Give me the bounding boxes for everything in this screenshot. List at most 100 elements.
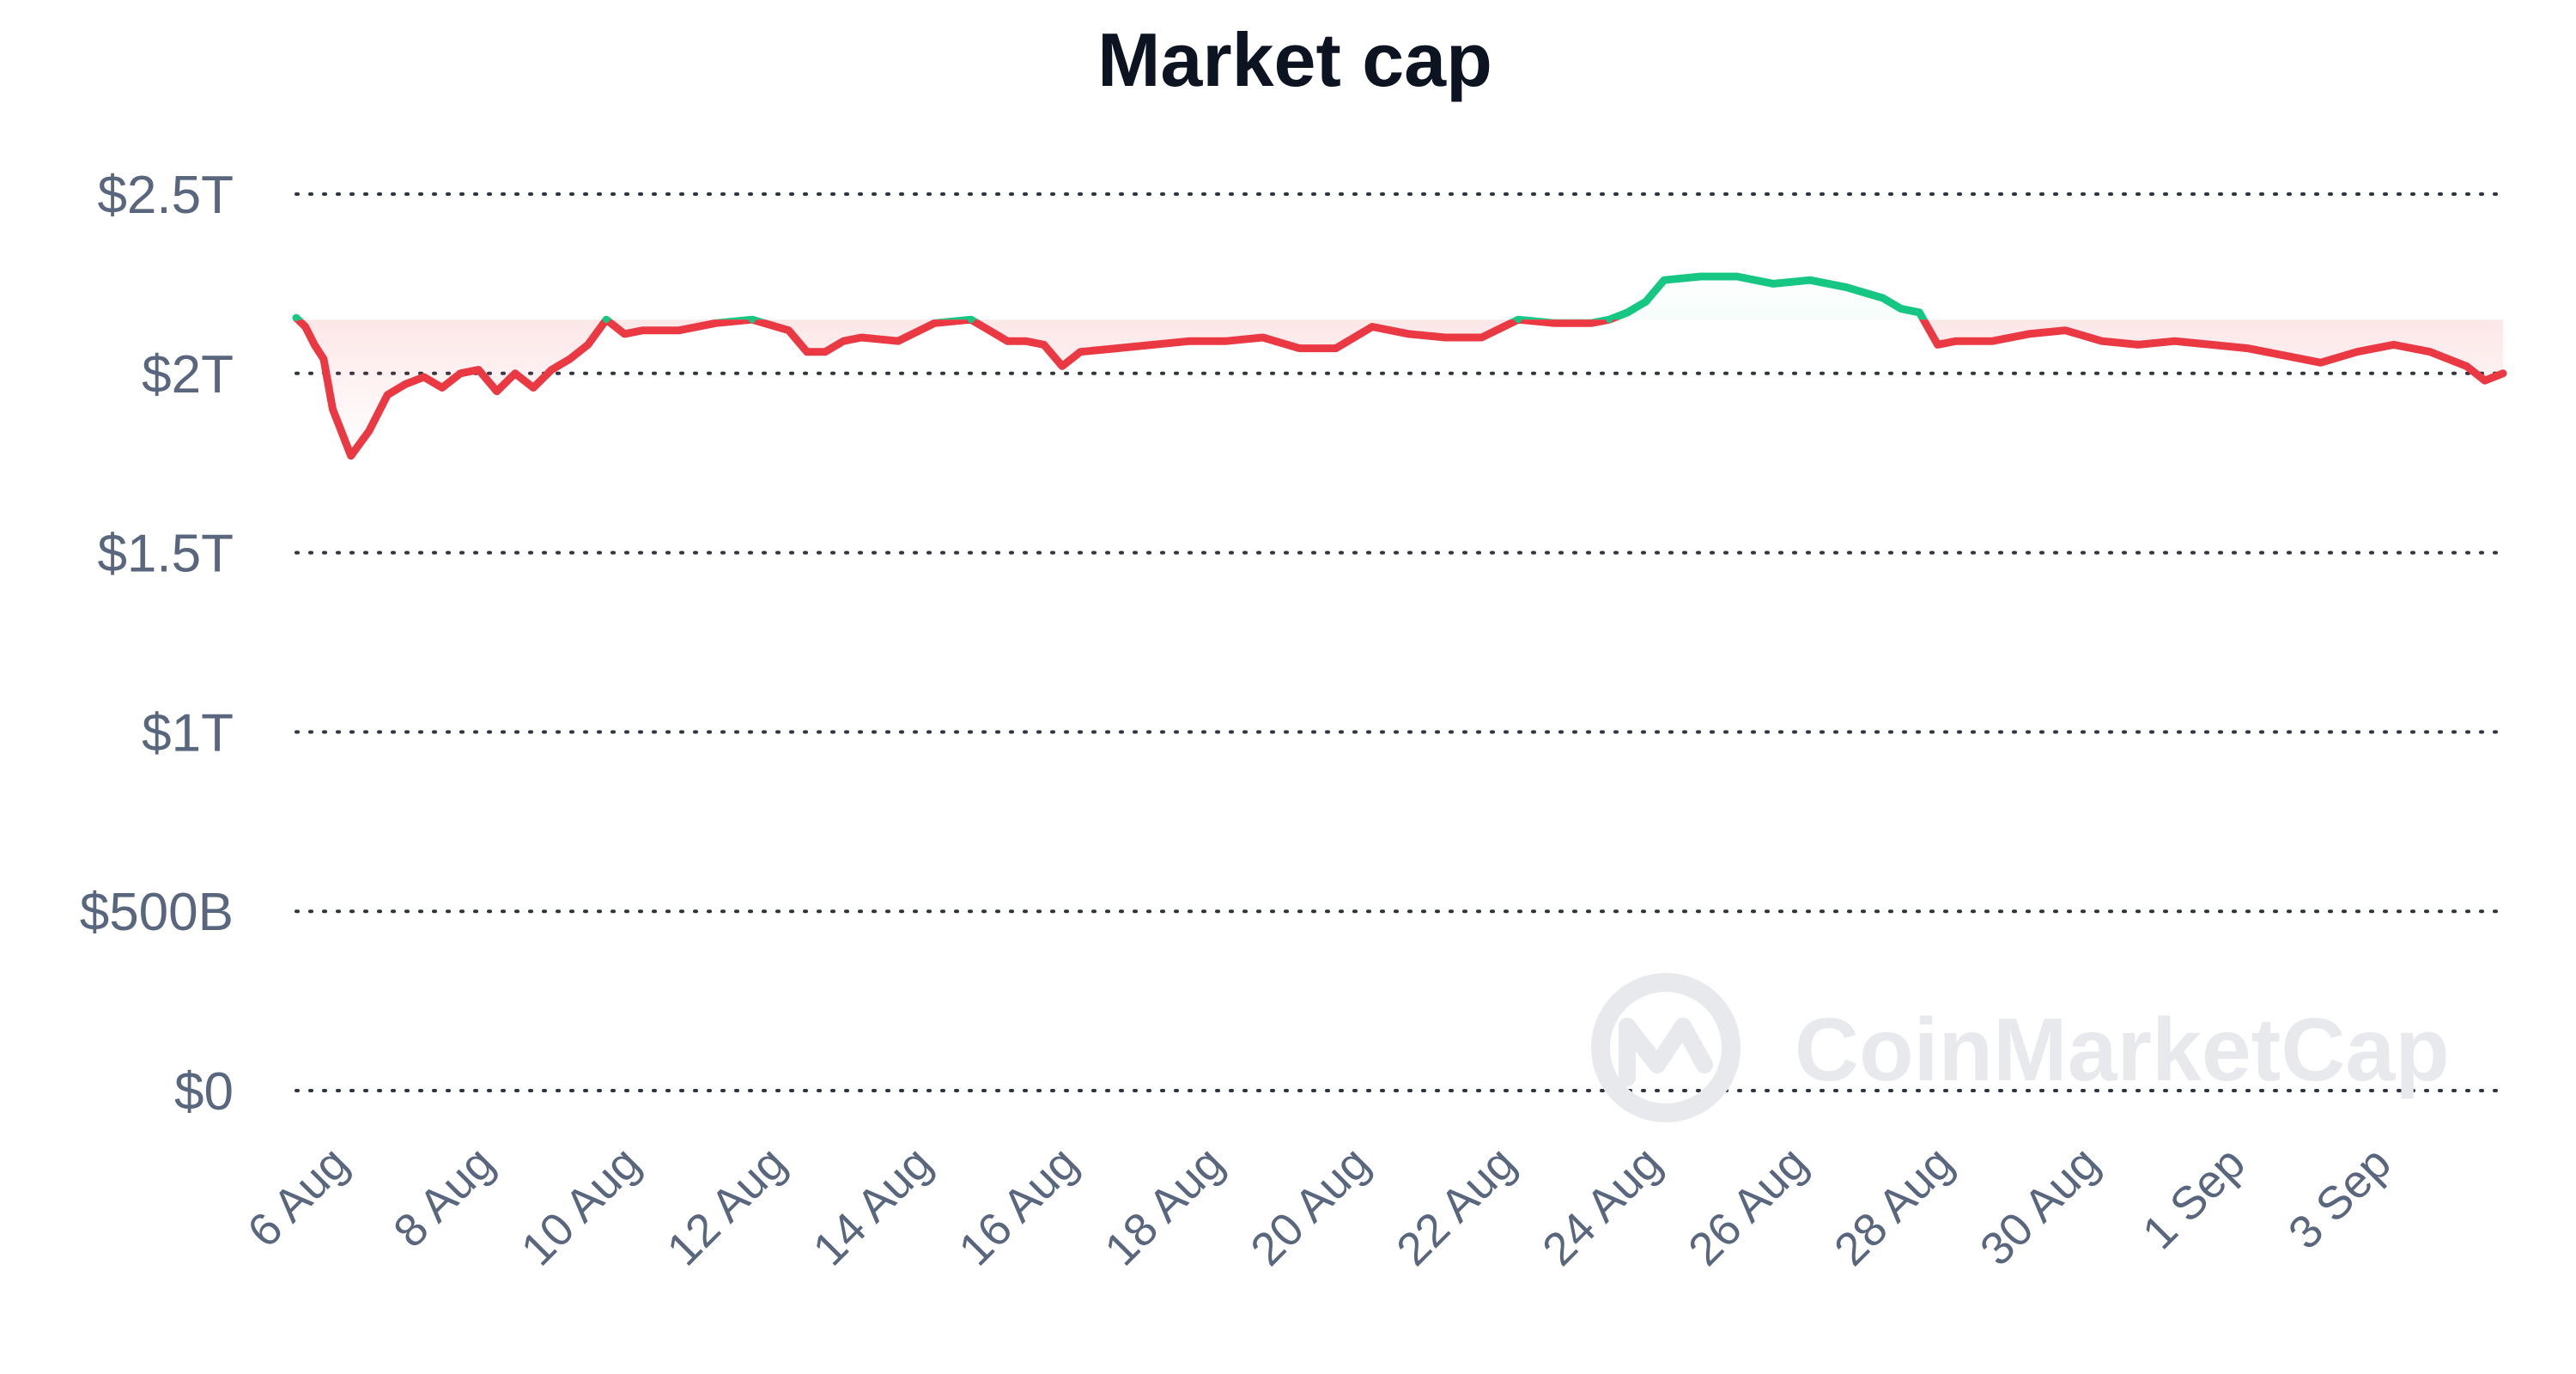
data-point [2025,330,2032,337]
x-tick-label: 1 Sep [2133,1137,2255,1259]
y-tick-label: $1T [142,703,234,763]
data-point [329,405,337,413]
data-point [2500,369,2506,377]
x-tick-label: 3 Sep [2279,1137,2401,1259]
data-point [1059,362,1066,370]
data-point [1186,337,1194,345]
data-point [293,314,300,322]
data-point [548,366,556,374]
x-tick-label: 20 Aug [1241,1137,1379,1275]
data-point [1259,334,1267,342]
y-tick-label: $500B [80,883,234,942]
data-point [475,366,483,374]
data-point [438,384,446,392]
data-point [1624,308,1631,316]
data-point [511,369,519,377]
data-point [603,316,611,324]
data-point [1660,277,1668,284]
data-point [1697,273,1704,281]
data-point [2281,351,2288,359]
data-point [1916,308,1923,316]
x-tick-label: 6 Aug [238,1137,358,1257]
data-point [493,387,501,395]
data-point [402,380,410,388]
data-point [2463,362,2470,370]
data-point [420,373,428,380]
data-point [566,356,574,363]
series-area-fill [296,277,2503,456]
data-point [530,384,538,392]
data-point [1478,334,1485,342]
data-point [2354,348,2361,356]
x-tick-label: 18 Aug [1095,1137,1233,1275]
coinmarketcap-logo-icon [1591,973,1741,1122]
y-tick-label: $1.5T [97,525,234,584]
data-point [1733,273,1741,281]
data-point [2208,341,2215,349]
series-line-below-baseline [293,319,2507,460]
x-tick-label: 10 Aug [512,1137,650,1275]
data-point [1150,341,1157,349]
data-point [1606,316,1613,324]
data-point [2062,326,2069,334]
data-point [384,391,392,398]
x-tick-label: 12 Aug [658,1137,796,1275]
data-point [1515,316,1522,324]
data-point [894,337,902,345]
x-tick-label: 22 Aug [1387,1137,1525,1275]
data-point [1934,341,1941,349]
x-tick-label: 30 Aug [1971,1137,2109,1275]
data-point [365,427,373,435]
data-point [1898,305,1905,313]
data-point [1770,280,1777,288]
data-point [1113,344,1121,352]
x-tick-label: 28 Aug [1825,1137,1963,1275]
data-point [2098,337,2105,345]
data-point [748,316,756,324]
data-point [347,452,355,459]
area-fill-above [296,277,1924,320]
chart-title: Market cap [1097,17,1492,102]
watermark-text: CoinMarketCap [1795,1000,2450,1100]
data-point [2317,359,2324,367]
data-point [1369,323,1376,331]
data-point [2390,341,2397,349]
x-tick-label: 16 Aug [949,1137,1087,1275]
y-tick-label: $0 [174,1062,234,1122]
data-point [1332,344,1340,352]
data-point [1989,337,1996,345]
data-point [840,337,848,345]
data-point [2171,337,2178,345]
x-tick-label: 26 Aug [1679,1137,1817,1275]
x-axis-ticks: 6 Aug 8 Aug 10 Aug 12 Aug 14 Aug 16 Aug 18 Aug… [238,1137,2401,1275]
data-point [1223,337,1230,345]
coinmarketcap-logo-mark [1619,1018,1713,1086]
data-point [1843,283,1850,291]
data-point [785,326,793,334]
data-point [821,348,829,356]
data-point [311,341,319,349]
x-tick-label: 24 Aug [1533,1137,1671,1275]
data-point [1588,319,1595,327]
data-point [1806,277,1814,284]
data-point [2481,377,2488,385]
data-point [1405,330,1413,337]
data-point [1442,334,1449,342]
data-point [2427,348,2434,356]
coinmarketcap-watermark: CoinMarketCap [1591,973,2450,1122]
data-point [621,330,629,337]
data-point [301,323,309,331]
data-point [803,348,811,356]
data-point [1879,295,1886,302]
data-point [967,316,975,324]
x-tick-label: 8 Aug [384,1137,504,1257]
y-tick-label: $2.5T [97,166,234,225]
data-point [639,326,647,334]
data-point [1022,337,1030,345]
y-axis-ticks: $0 $500B $1T $1.5T $2T $2.5T [80,166,234,1122]
data-point [1952,337,1959,345]
data-point [1004,337,1012,345]
data-point [1040,341,1048,349]
